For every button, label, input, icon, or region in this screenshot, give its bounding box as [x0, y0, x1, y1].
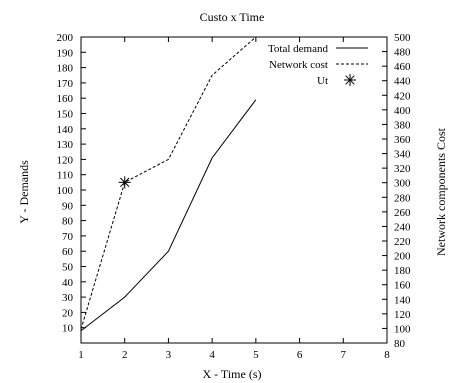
- x-tick-label: 8: [384, 349, 390, 361]
- y-tick-label: 40: [62, 277, 74, 289]
- y-tick-label: 30: [62, 292, 74, 304]
- plot-frame: [80, 36, 388, 344]
- y-tick-label: 80: [62, 216, 74, 228]
- y2-tick-label: 440: [394, 76, 411, 88]
- y-tick-label: 50: [62, 262, 74, 274]
- total-demand-line: [80, 99, 257, 332]
- y2-tick-label: 340: [394, 149, 411, 161]
- asterisk-stroke: [120, 177, 130, 188]
- y2-tick-label: 200: [394, 251, 411, 263]
- asterisk-stroke: [345, 75, 355, 85]
- ut-point: [118, 176, 131, 189]
- y2-tick-label: 80: [394, 338, 406, 350]
- axis-ticks: 1 2 3 4 5 6 7 8 10 20 30 40 50 60 70 80 90 100 110 120 130 14…: [57, 32, 412, 361]
- legend: Total demand Network cost Ut: [268, 43, 368, 87]
- series-group: [80, 36, 257, 332]
- y-tick-label: 140: [57, 124, 74, 136]
- y-tick-label: 200: [57, 32, 74, 44]
- y2-tick-label: 120: [394, 309, 411, 321]
- x-tick-label: 4: [209, 349, 215, 361]
- y2-tick-label: 480: [394, 47, 411, 59]
- y2-tick-label: 140: [394, 294, 411, 306]
- x-tick-label: 3: [166, 349, 172, 361]
- y-tick-label: 190: [57, 47, 74, 59]
- y-tick-label: 160: [57, 93, 74, 105]
- y2-tick-label: 320: [394, 163, 411, 175]
- y2-tick-label: 220: [394, 236, 411, 248]
- y-axis-label: Y - Demands: [17, 160, 31, 224]
- y-tick-label: 170: [57, 78, 74, 90]
- x-tick-label: 7: [341, 349, 347, 361]
- x-tick-label: 2: [122, 349, 128, 361]
- x-tick-label: 5: [253, 349, 259, 361]
- chart-title: Custo x Time: [200, 10, 265, 24]
- x-axis-label: X - Time (s): [202, 367, 261, 381]
- legend-label-ut: Ut: [317, 75, 328, 87]
- y-tick-label: 60: [62, 246, 74, 258]
- y2-tick-label: 400: [394, 105, 411, 117]
- y2-tick-label: 100: [394, 323, 411, 335]
- y2-tick-label: 260: [394, 207, 411, 219]
- y2-tick-label: 500: [394, 32, 411, 44]
- y-tick-label: 10: [62, 323, 74, 335]
- y-tick-label: 100: [57, 185, 74, 197]
- y2-tick-label: 360: [394, 134, 411, 146]
- network-cost-line: [80, 36, 257, 330]
- y2-tick-label: 180: [394, 265, 411, 277]
- y2-tick-label: 160: [394, 280, 411, 292]
- legend-sample-ut: [344, 74, 356, 86]
- y2-tick-label: 380: [394, 119, 411, 131]
- y-tick-label: 120: [57, 154, 74, 166]
- y2-tick-label: 280: [394, 192, 411, 204]
- y-tick-label: 110: [57, 170, 74, 182]
- x-tick-label: 6: [297, 349, 303, 361]
- legend-label-total-demand: Total demand: [268, 43, 329, 55]
- legend-label-network-cost: Network cost: [269, 59, 328, 71]
- y-tick-label: 130: [57, 139, 74, 151]
- y2-axis-label: Network components Cost: [434, 127, 448, 256]
- y-tick-label: 70: [62, 231, 74, 243]
- y-tick-label: 20: [62, 307, 74, 319]
- y2-tick-label: 240: [394, 221, 411, 233]
- y-tick-label: 180: [57, 63, 74, 75]
- y2-tick-label: 460: [394, 61, 411, 73]
- y2-tick-label: 300: [394, 178, 411, 190]
- y-tick-label: 150: [57, 109, 74, 121]
- y-tick-label: 90: [62, 200, 74, 212]
- y2-tick-label: 420: [394, 90, 411, 102]
- x-tick-label: 1: [78, 349, 84, 361]
